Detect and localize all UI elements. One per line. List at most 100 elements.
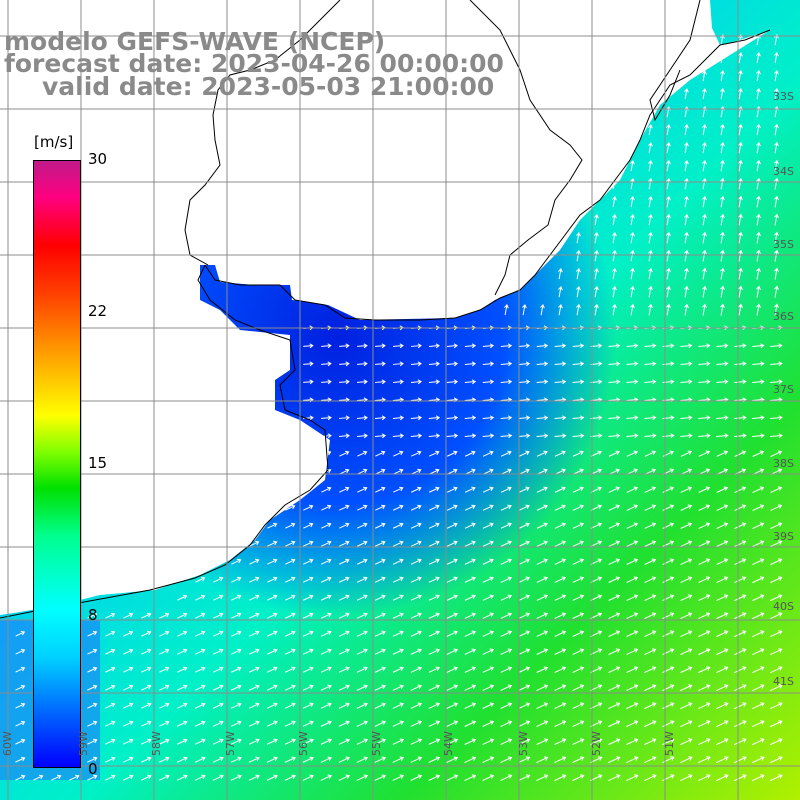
wind-arrow bbox=[159, 684, 170, 691]
wind-arrow bbox=[195, 630, 206, 637]
wind-arrow bbox=[393, 468, 404, 475]
wind-arrow bbox=[536, 504, 548, 511]
wind-arrow bbox=[648, 267, 653, 280]
wind-arrow bbox=[518, 450, 530, 457]
wind-arrow bbox=[554, 486, 566, 493]
wind-arrow bbox=[774, 34, 779, 46]
wind-arrow bbox=[446, 415, 459, 421]
wind-arrow bbox=[500, 450, 512, 457]
wind-arrow bbox=[770, 433, 783, 439]
wind-arrow bbox=[302, 648, 314, 655]
wind-arrow bbox=[464, 540, 476, 547]
wind-arrow bbox=[249, 612, 260, 619]
wind-arrow bbox=[338, 684, 350, 691]
wind-arrow bbox=[734, 361, 747, 367]
wind-arrow bbox=[626, 738, 639, 746]
wind-arrow bbox=[572, 486, 584, 493]
wind-arrow bbox=[284, 648, 296, 655]
wind-arrow bbox=[158, 774, 170, 781]
wind-arrow bbox=[626, 504, 639, 511]
wind-arrow bbox=[662, 540, 675, 547]
wind-arrow bbox=[608, 558, 621, 565]
wind-arrow bbox=[644, 594, 657, 601]
wind-arrow bbox=[756, 141, 761, 154]
wind-arrow bbox=[374, 415, 386, 421]
lat-label: 40S bbox=[773, 600, 794, 613]
wind-arrow bbox=[500, 666, 513, 673]
wind-arrow bbox=[648, 213, 653, 226]
wind-arrow bbox=[518, 702, 531, 709]
wind-arrow bbox=[756, 159, 761, 172]
wind-arrow bbox=[554, 522, 566, 529]
wind-arrow bbox=[644, 540, 657, 547]
wind-arrow bbox=[702, 213, 707, 226]
wind-arrow bbox=[267, 540, 278, 547]
wind-arrow bbox=[770, 648, 783, 656]
wind-arrow bbox=[320, 702, 332, 709]
wind-arrow bbox=[302, 720, 314, 727]
wind-arrow bbox=[428, 612, 440, 619]
wind-arrow bbox=[140, 774, 152, 781]
wind-arrow bbox=[770, 558, 783, 566]
wind-arrow bbox=[500, 415, 513, 421]
wind-arrow bbox=[684, 88, 689, 100]
wind-arrow bbox=[123, 720, 134, 727]
wind-arrow bbox=[392, 738, 405, 745]
wind-arrow bbox=[698, 702, 711, 710]
wind-arrow bbox=[697, 774, 711, 782]
wind-arrow bbox=[212, 720, 224, 727]
wind-arrow bbox=[774, 249, 779, 262]
wind-arrow bbox=[356, 594, 368, 601]
wind-arrow bbox=[105, 774, 116, 781]
wind-arrow bbox=[212, 738, 224, 745]
wind-arrow bbox=[212, 702, 224, 709]
wind-arrow bbox=[661, 774, 675, 782]
wind-arrow bbox=[666, 231, 671, 244]
wind-arrow bbox=[69, 774, 80, 781]
wind-arrow bbox=[738, 123, 743, 136]
wind-arrow bbox=[105, 648, 116, 655]
wind-arrow bbox=[662, 720, 675, 728]
wind-arrow bbox=[720, 195, 725, 208]
wind-arrow bbox=[428, 666, 440, 673]
wind-arrow bbox=[774, 285, 779, 298]
wind-arrow bbox=[536, 738, 549, 746]
wind-arrow bbox=[15, 684, 26, 691]
wind-arrow bbox=[356, 540, 368, 547]
wind-arrow bbox=[752, 558, 765, 566]
wind-arrow bbox=[666, 142, 671, 154]
wind-arrow bbox=[500, 684, 513, 691]
wind-arrow bbox=[248, 774, 260, 781]
wind-arrow bbox=[554, 450, 566, 457]
wind-arrow bbox=[644, 504, 657, 511]
wind-arrow bbox=[572, 540, 585, 547]
wind-arrow bbox=[284, 774, 296, 781]
wind-arrow bbox=[176, 774, 188, 781]
wind-arrow bbox=[482, 702, 495, 709]
wind-arrow bbox=[680, 720, 693, 728]
wind-arrow bbox=[769, 756, 783, 764]
wind-arrow bbox=[105, 738, 116, 745]
wind-arrow bbox=[158, 756, 170, 763]
wind-arrow bbox=[576, 303, 581, 316]
wind-arrow bbox=[482, 630, 495, 637]
wind-arrow bbox=[769, 720, 783, 728]
wind-arrow bbox=[195, 594, 206, 601]
wind-arrow bbox=[105, 702, 116, 709]
wind-arrow bbox=[734, 594, 747, 602]
wind-arrow bbox=[716, 540, 729, 548]
wind-arrow bbox=[733, 756, 747, 764]
wind-arrow bbox=[680, 540, 693, 547]
wind-arrow bbox=[738, 177, 743, 190]
wind-arrow bbox=[536, 343, 549, 349]
wind-arrow bbox=[482, 774, 495, 782]
wind-arrow bbox=[302, 738, 314, 745]
wind-arrow bbox=[608, 576, 621, 583]
wind-arrow bbox=[751, 756, 765, 764]
wind-arrow bbox=[608, 343, 621, 349]
wind-arrow bbox=[698, 433, 711, 439]
wind-arrow bbox=[608, 720, 621, 728]
wind-arrow bbox=[249, 558, 260, 565]
